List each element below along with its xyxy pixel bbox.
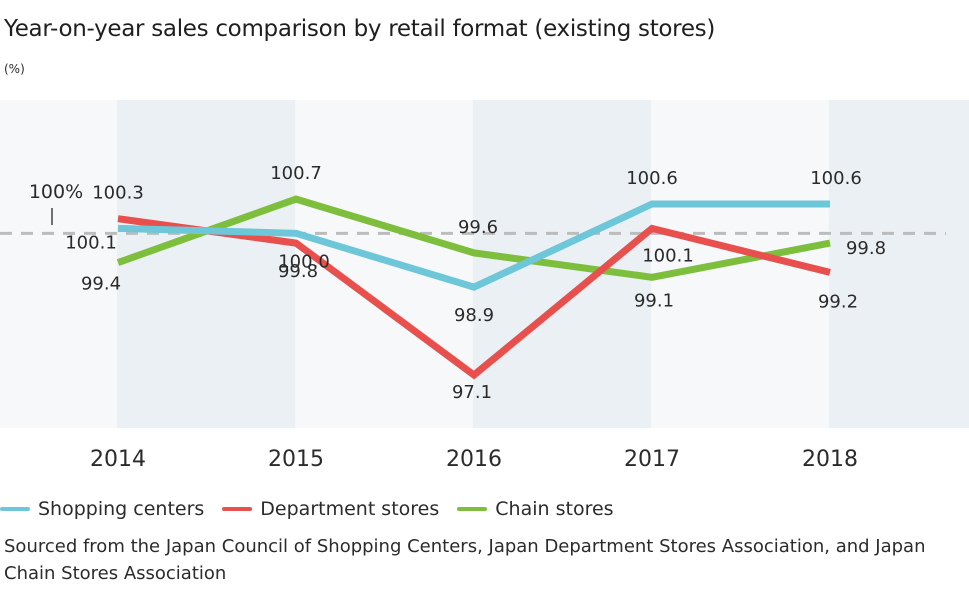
reference-label: 100% (29, 181, 83, 203)
data-label-shopping-centers-2016: 98.9 (454, 305, 494, 326)
data-label-shopping-centers-2015: 100.0 (278, 251, 330, 272)
data-label-shopping-centers-2014: 100.1 (65, 232, 117, 253)
x-tick-label-2016: 2016 (446, 447, 502, 472)
legend-label-chain-stores: Chain stores (495, 498, 614, 520)
column-band-2014 (117, 100, 295, 428)
data-label-chain-stores-2017: 99.1 (634, 290, 674, 311)
legend-swatch-chain-stores (457, 507, 488, 511)
legend-item-department-stores: Department stores (222, 498, 439, 520)
legend-swatch-shopping-centers (0, 507, 30, 511)
data-label-department-stores-2014: 100.3 (92, 183, 144, 204)
data-label-shopping-centers-2017: 100.6 (626, 168, 678, 189)
x-tick-label-2015: 2015 (268, 447, 324, 472)
legend-item-shopping-centers: Shopping centers (0, 498, 204, 520)
source-note: Sourced from the Japan Council of Shoppi… (4, 536, 926, 584)
column-band-2018 (829, 100, 969, 428)
x-tick-label-2017: 2017 (624, 447, 680, 472)
chart-title: Year-on-year sales comparison by retail … (4, 16, 716, 42)
legend-item-chain-stores: Chain stores (457, 498, 614, 520)
data-label-chain-stores-2016: 99.6 (458, 217, 498, 238)
data-label-department-stores-2016: 97.1 (452, 382, 492, 403)
data-label-chain-stores-2014: 99.4 (81, 274, 121, 295)
data-label-department-stores-2015: 99.8 (278, 261, 318, 282)
legend-label-department-stores: Department stores (260, 498, 440, 520)
data-label-department-stores-2017: 100.1 (642, 245, 694, 266)
x-tick-label-2014: 2014 (90, 447, 146, 472)
legend-label-shopping-centers: Shopping centers (38, 498, 205, 520)
data-label-chain-stores-2018: 99.8 (846, 238, 886, 259)
legend-swatch-department-stores (222, 507, 253, 511)
data-label-shopping-centers-2018: 100.6 (810, 168, 862, 189)
legend: Shopping centers Department stores Chain… (0, 498, 632, 520)
y-unit-label: (%) (4, 62, 25, 76)
data-label-chain-stores-2015: 100.7 (270, 163, 322, 184)
x-tick-label-2018: 2018 (802, 447, 858, 472)
data-label-department-stores-2018: 99.2 (818, 291, 858, 312)
line-chart: 100% 2014 2015 2016 2017 2018 100.1 100.0 98.9 10… (0, 100, 969, 472)
